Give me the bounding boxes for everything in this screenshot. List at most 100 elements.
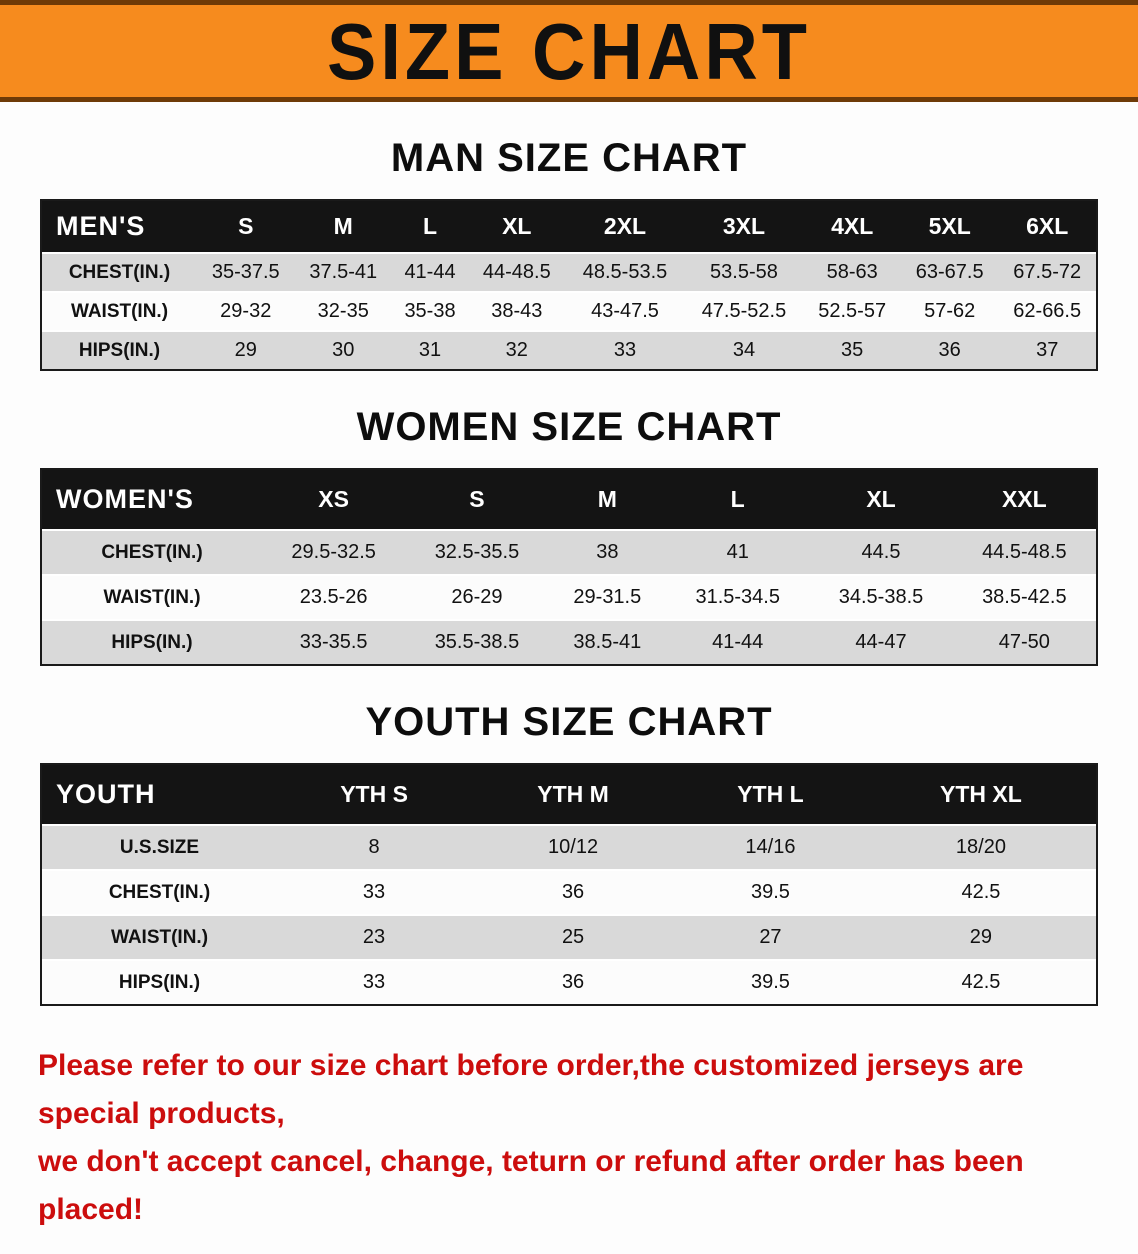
measurement-value: 48.5-53.5 [565, 254, 685, 293]
measurement-value: 38-43 [468, 293, 566, 332]
measurement-value: 42.5 [865, 871, 1096, 916]
size-column-header: YTH XL [865, 765, 1096, 826]
measurement-value: 44.5 [809, 531, 953, 576]
measurement-value: 52.5-57 [803, 293, 901, 332]
youth-size-chart-section: YOUTH SIZE CHART YOUTH YTH S YTH M YTH L YTH… [0, 700, 1138, 1006]
measurement-value: 35.5-38.5 [405, 621, 549, 664]
table-header-row: WOMEN'S XS S M L XL XXL [42, 470, 1096, 531]
table-row: HIPS(IN.) 33 36 39.5 42.5 [42, 961, 1096, 1004]
measurement-value: 30 [294, 332, 392, 369]
measurement-value: 14/16 [675, 826, 866, 871]
measurement-value: 25 [471, 916, 676, 961]
measurement-value: 27 [675, 916, 866, 961]
measurement-value: 39.5 [675, 871, 866, 916]
size-column-header: XL [468, 201, 566, 254]
measurement-value: 36 [471, 871, 676, 916]
disclaimer-line-2: we don't accept cancel, change, teturn o… [38, 1145, 1024, 1226]
measurement-value: 36 [900, 332, 999, 369]
measurement-value: 47.5-52.5 [684, 293, 804, 332]
measurement-label: WAIST(IN.) [42, 916, 277, 961]
table-title-cell: WOMEN'S [42, 470, 262, 531]
table-header-row: YOUTH YTH S YTH M YTH L YTH XL [42, 765, 1096, 826]
measurement-value: 33 [565, 332, 685, 369]
measurement-label: HIPS(IN.) [42, 332, 197, 369]
table-title-cell: YOUTH [42, 765, 277, 826]
size-column-header: 5XL [900, 201, 999, 254]
measurement-value: 31.5-34.5 [666, 576, 810, 621]
size-column-header: 6XL [998, 201, 1096, 254]
size-column-header: 2XL [565, 201, 685, 254]
measurement-value: 53.5-58 [684, 254, 804, 293]
size-column-header: YTH M [471, 765, 676, 826]
table-row: HIPS(IN.) 29 30 31 32 33 34 35 36 37 [42, 332, 1096, 369]
measurement-value: 38 [548, 531, 667, 576]
size-column-header: 3XL [684, 201, 804, 254]
measurement-label: HIPS(IN.) [42, 621, 262, 664]
measurement-value: 47-50 [952, 621, 1096, 664]
table-row: HIPS(IN.) 33-35.5 35.5-38.5 38.5-41 41-44 44-… [42, 621, 1096, 664]
measurement-value: 58-63 [803, 254, 901, 293]
measurement-value: 35-37.5 [197, 254, 295, 293]
table-row: WAIST(IN.) 23 25 27 29 [42, 916, 1096, 961]
table-row: CHEST(IN.) 33 36 39.5 42.5 [42, 871, 1096, 916]
measurement-value: 32.5-35.5 [405, 531, 549, 576]
measurement-value: 33 [277, 961, 472, 1004]
measurement-value: 44-48.5 [468, 254, 566, 293]
measurement-value: 8 [277, 826, 472, 871]
measurement-value: 34 [684, 332, 804, 369]
size-column-header: L [392, 201, 469, 254]
size-column-header: S [405, 470, 549, 531]
measurement-label: HIPS(IN.) [42, 961, 277, 1004]
size-column-header: L [666, 470, 810, 531]
size-column-header: XL [809, 470, 953, 531]
youth-size-table: YOUTH YTH S YTH M YTH L YTH XL U.S.SIZE 8 10/12… [40, 763, 1098, 1006]
table-title-cell: MEN'S [42, 201, 197, 254]
measurement-value: 42.5 [865, 961, 1096, 1004]
measurement-label: CHEST(IN.) [42, 254, 197, 293]
measurement-value: 63-67.5 [900, 254, 999, 293]
size-column-header: XXL [952, 470, 1096, 531]
measurement-value: 34.5-38.5 [809, 576, 953, 621]
table-row: WAIST(IN.) 29-32 32-35 35-38 38-43 43-47.5 47.… [42, 293, 1096, 332]
measurement-value: 36 [471, 961, 676, 1004]
measurement-value: 29-32 [197, 293, 295, 332]
measurement-value: 31 [392, 332, 469, 369]
size-chart-banner: SIZE CHART [0, 0, 1138, 102]
men-size-chart-section: MAN SIZE CHART MEN'S S M L XL 2XL 3XL 4XL 5XL 6XL… [0, 136, 1138, 371]
size-column-header: XS [262, 470, 406, 531]
measurement-value: 44.5-48.5 [952, 531, 1096, 576]
measurement-value: 32-35 [294, 293, 392, 332]
measurement-label: U.S.SIZE [42, 826, 277, 871]
measurement-value: 33 [277, 871, 472, 916]
disclaimer-line-1: Please refer to our size chart before or… [38, 1049, 1024, 1130]
measurement-value: 10/12 [471, 826, 676, 871]
table-row: CHEST(IN.) 35-37.5 37.5-41 41-44 44-48.5 48.5… [42, 254, 1096, 293]
measurement-value: 29 [865, 916, 1096, 961]
size-column-header: S [197, 201, 295, 254]
women-size-chart-section: WOMEN SIZE CHART WOMEN'S XS S M L XL XXL CHEST(… [0, 405, 1138, 666]
measurement-value: 44-47 [809, 621, 953, 664]
women-size-table: WOMEN'S XS S M L XL XXL CHEST(IN.) 29.5-32.5 32.5… [40, 468, 1098, 666]
table-row: CHEST(IN.) 29.5-32.5 32.5-35.5 38 41 44.5 44.5… [42, 531, 1096, 576]
size-column-header: YTH S [277, 765, 472, 826]
measurement-value: 29-31.5 [548, 576, 667, 621]
measurement-value: 41-44 [392, 254, 469, 293]
measurement-value: 23.5-26 [262, 576, 406, 621]
measurement-label: WAIST(IN.) [42, 576, 262, 621]
men-size-table: MEN'S S M L XL 2XL 3XL 4XL 5XL 6XL CHEST(IN.) 35-37… [40, 199, 1098, 371]
measurement-value: 38.5-42.5 [952, 576, 1096, 621]
table-row: U.S.SIZE 8 10/12 14/16 18/20 [42, 826, 1096, 871]
measurement-label: WAIST(IN.) [42, 293, 197, 332]
measurement-value: 18/20 [865, 826, 1096, 871]
measurement-value: 43-47.5 [565, 293, 685, 332]
women-section-heading: WOMEN SIZE CHART [356, 405, 782, 449]
measurement-value: 26-29 [405, 576, 549, 621]
men-section-heading: MAN SIZE CHART [390, 136, 748, 180]
measurement-label: CHEST(IN.) [42, 531, 262, 576]
measurement-value: 29.5-32.5 [262, 531, 406, 576]
measurement-value: 41-44 [666, 621, 810, 664]
measurement-value: 33-35.5 [262, 621, 406, 664]
measurement-value: 57-62 [900, 293, 999, 332]
youth-section-heading: YOUTH SIZE CHART [365, 700, 773, 744]
measurement-label: CHEST(IN.) [42, 871, 277, 916]
